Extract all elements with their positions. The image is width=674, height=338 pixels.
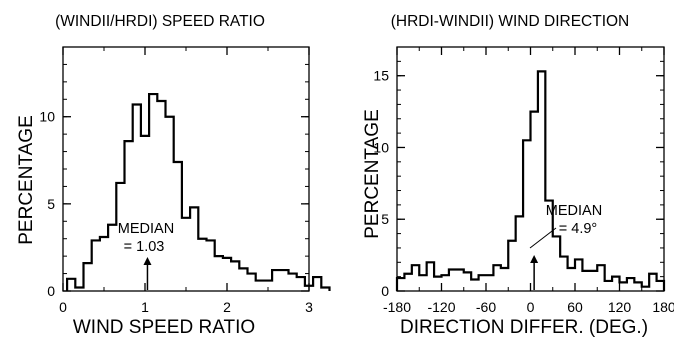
speed-ratio-panel: (WINDII/HRDI) SPEED RATIO PERCENTAGE WIN…	[16, 13, 331, 338]
direction-y-axis-label: PERCENTAGE	[362, 109, 383, 239]
speed-ratio-x-tick-label: 3	[305, 299, 313, 315]
direction-median-annotation: MEDIAN = 4.9°	[529, 203, 602, 290]
speed-ratio-x-axis-label: WIND SPEED RATIO	[73, 317, 255, 338]
speed-ratio-median-arrow-head	[143, 257, 152, 265]
direction-title: (HRDI-WINDII) WIND DIRECTION	[391, 13, 630, 30]
speed-ratio-median-arrow	[143, 257, 152, 290]
direction-x-tick-label: 120	[608, 299, 632, 315]
speed-ratio-median-value: = 1.03	[124, 239, 165, 255]
direction-x-tick-label: 60	[567, 299, 583, 315]
direction-y-tick-label: 15	[373, 68, 389, 84]
direction-median-arrow-head	[530, 255, 539, 263]
direction-y-tick-label: 10	[373, 139, 389, 155]
direction-ticks: -180 -120 -60 0 60 120 180 0 5 10 15	[373, 46, 674, 315]
direction-x-tick-label: 180	[652, 299, 674, 315]
direction-median-label: MEDIAN	[546, 203, 602, 219]
direction-x-tick-label: -60	[476, 299, 496, 315]
speed-ratio-y-tick-label: 0	[47, 283, 55, 299]
direction-median-leader-line	[529, 227, 557, 249]
speed-ratio-median-annotation: MEDIAN = 1.03	[118, 221, 174, 290]
direction-y-tick-label: 0	[381, 283, 389, 299]
direction-y-tick-label: 5	[381, 211, 389, 227]
speed-ratio-y-tick-label: 10	[39, 109, 55, 125]
direction-x-tick-label: 0	[527, 299, 535, 315]
speed-ratio-plot-frame	[62, 46, 310, 292]
speed-ratio-x-tick-label: 0	[59, 299, 67, 315]
direction-median-arrow	[530, 255, 539, 290]
speed-ratio-median-label: MEDIAN	[118, 221, 174, 237]
speed-ratio-x-tick-label: 1	[141, 299, 149, 315]
speed-ratio-ticks: 0 1 2 3 0 5 10	[39, 46, 313, 315]
direction-median-value: = 4.9°	[559, 221, 597, 237]
direction-x-tick-label: -120	[427, 299, 455, 315]
direction-panel: (HRDI-WINDII) WIND DIRECTION PERCENTAGE …	[362, 13, 674, 338]
speed-ratio-x-tick-label: 2	[223, 299, 231, 315]
direction-histogram	[395, 70, 666, 291]
speed-ratio-histogram	[66, 92, 331, 291]
speed-ratio-y-tick-label: 5	[47, 196, 55, 212]
direction-x-axis-label: DIRECTION DIFFER. (DEG.)	[400, 317, 648, 338]
speed-ratio-y-axis-label: PERCENTAGE	[16, 115, 37, 245]
speed-ratio-title: (WINDII/HRDI) SPEED RATIO	[55, 13, 265, 30]
direction-x-tick-label: -180	[383, 299, 411, 315]
direction-plot-frame	[396, 46, 665, 292]
